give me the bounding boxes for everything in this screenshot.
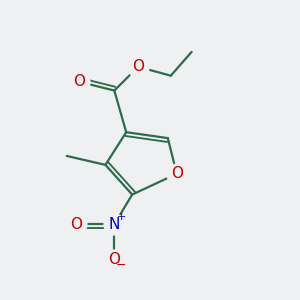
Text: −: − bbox=[116, 260, 126, 272]
Text: N: N bbox=[109, 217, 120, 232]
Text: +: + bbox=[117, 212, 127, 222]
Text: O: O bbox=[132, 59, 144, 74]
Text: O: O bbox=[70, 217, 82, 232]
Text: O: O bbox=[171, 166, 183, 181]
Text: O: O bbox=[73, 74, 85, 89]
Text: O: O bbox=[108, 253, 120, 268]
